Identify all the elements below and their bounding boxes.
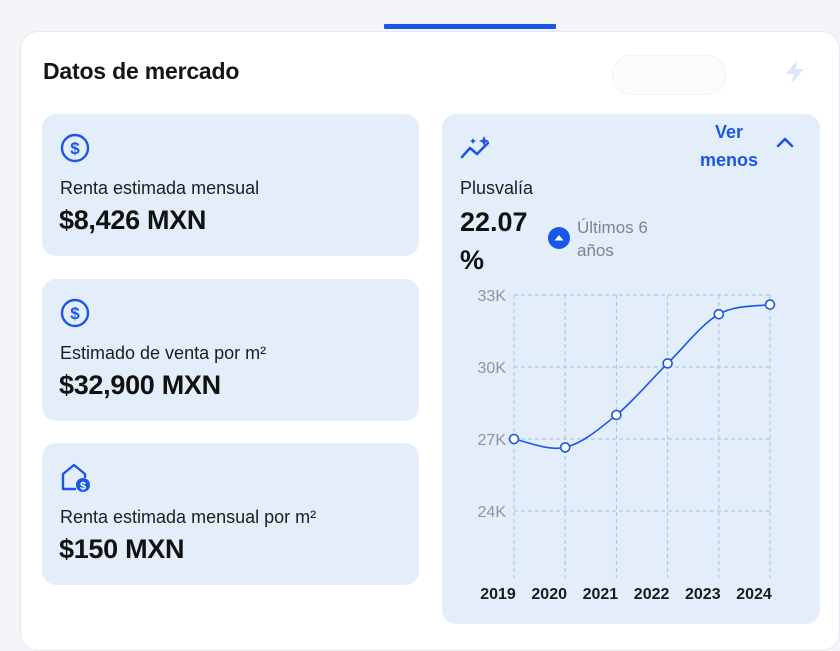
data-point — [764, 299, 776, 310]
x-tick-label: 2020 — [531, 586, 567, 603]
metric-card-monthly-rent: $ Renta estimada mensual $8,426 MXN — [42, 114, 419, 256]
dollar-circle-icon: $ — [60, 298, 90, 328]
dollar-circle-icon: $ — [60, 133, 90, 163]
lightning-icon — [786, 60, 804, 84]
data-point — [713, 308, 725, 320]
metric-card-sale-per-m2: $ Estimado de venta por m² $32,900 MXN — [42, 279, 419, 421]
plusvalia-line-chart: 24K 27K 30K 33K 2019 2020 2021 2022 2023 2024 — [478, 288, 776, 603]
house-dollar-icon: $ — [61, 463, 90, 493]
x-tick-label: 2023 — [685, 586, 721, 603]
svg-text:$: $ — [70, 139, 80, 158]
metric-label: Renta estimada mensual — [60, 178, 260, 198]
chevron-up-icon[interactable] — [776, 136, 794, 148]
metric-label: Renta estimada mensual por m² — [60, 507, 317, 527]
y-tick-label: 33K — [478, 288, 507, 305]
data-point — [508, 433, 520, 445]
plusvalia-label: Plusvalía — [460, 178, 534, 198]
data-point — [611, 409, 622, 421]
metric-value: $8,426 MXN — [59, 205, 207, 235]
section-title: Datos de mercado — [43, 58, 240, 84]
y-tick-label: 30K — [478, 360, 507, 377]
arrow-up-circle-icon — [548, 227, 570, 249]
series-line — [513, 303, 771, 450]
trend-sparkle-icon — [460, 136, 490, 159]
metric-value: $150 MXN — [59, 534, 185, 564]
plusvalia-panel — [442, 114, 820, 624]
metric-card-rent-per-m2: $ Renta estimada mensual por m² $150 MXN — [42, 443, 419, 585]
plusvalia-value: 22.07 % — [460, 207, 528, 275]
y-tick-label: 24K — [478, 504, 507, 521]
x-tick-label: 2024 — [736, 586, 772, 603]
x-tick-label: 2019 — [480, 586, 516, 603]
svg-text:$: $ — [70, 304, 80, 323]
x-tick-label: 2021 — [583, 586, 619, 603]
data-point — [662, 358, 673, 369]
y-tick-label: 27K — [478, 432, 507, 449]
faded-badge — [612, 55, 726, 95]
svg-text:$: $ — [80, 481, 86, 493]
metric-value: $32,900 MXN — [59, 370, 221, 400]
ver-menos-button[interactable]: Ver menos — [699, 122, 759, 170]
data-point — [559, 442, 571, 453]
period-label: Últimos 6 años — [577, 218, 648, 260]
x-tick-label: 2022 — [634, 586, 670, 603]
active-tab-indicator — [384, 24, 556, 29]
metric-label: Estimado de venta por m² — [60, 343, 267, 363]
